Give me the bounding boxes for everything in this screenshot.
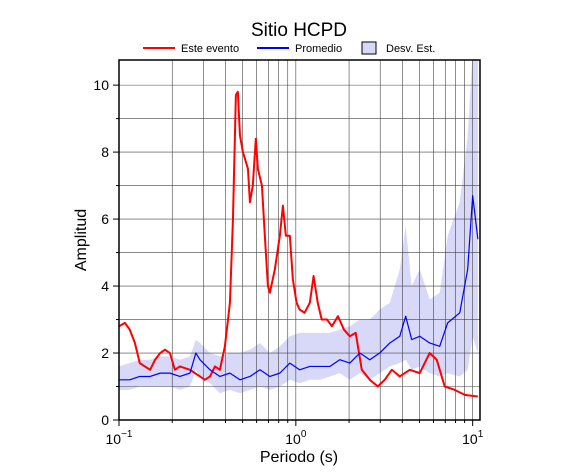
legend-label: Promedio (295, 43, 342, 55)
series-line (119, 90, 479, 398)
y-tick-label: 8 (101, 144, 109, 160)
x-axis-label: Periodo (s) (260, 449, 338, 466)
x-tick-exponent: −1 (121, 429, 133, 440)
std-band (119, 60, 478, 394)
band-layer (119, 60, 478, 394)
x-tick-base: 10 (462, 431, 478, 447)
series-line (119, 195, 479, 381)
x-tick-label: 100 (285, 429, 307, 447)
x-tick-exponent: 0 (301, 429, 307, 440)
legend-swatch (361, 41, 377, 55)
legend: Este evento Promedio Desv. Est. (143, 41, 435, 55)
y-tick-label: 6 (101, 211, 109, 227)
line-layer (119, 90, 479, 398)
plot-frame (118, 59, 481, 421)
x-tick-label: 10−1 (106, 429, 133, 447)
legend-label: Desv. Est. (386, 43, 435, 55)
y-tick-label: 10 (93, 77, 109, 93)
y-axis-label: Amplitud (73, 209, 90, 271)
x-tick-label: 101 (462, 429, 484, 447)
x-tick-base: 10 (106, 431, 122, 447)
legend-label: Este evento (181, 43, 239, 55)
chart-title: Sitio HCPD (251, 20, 347, 41)
y-tick-label: 4 (101, 278, 109, 294)
y-tick-label: 2 (101, 345, 109, 361)
y-tick-label: 0 (101, 412, 109, 428)
x-tick-exponent: 1 (478, 429, 484, 440)
x-tick-base: 10 (285, 431, 301, 447)
